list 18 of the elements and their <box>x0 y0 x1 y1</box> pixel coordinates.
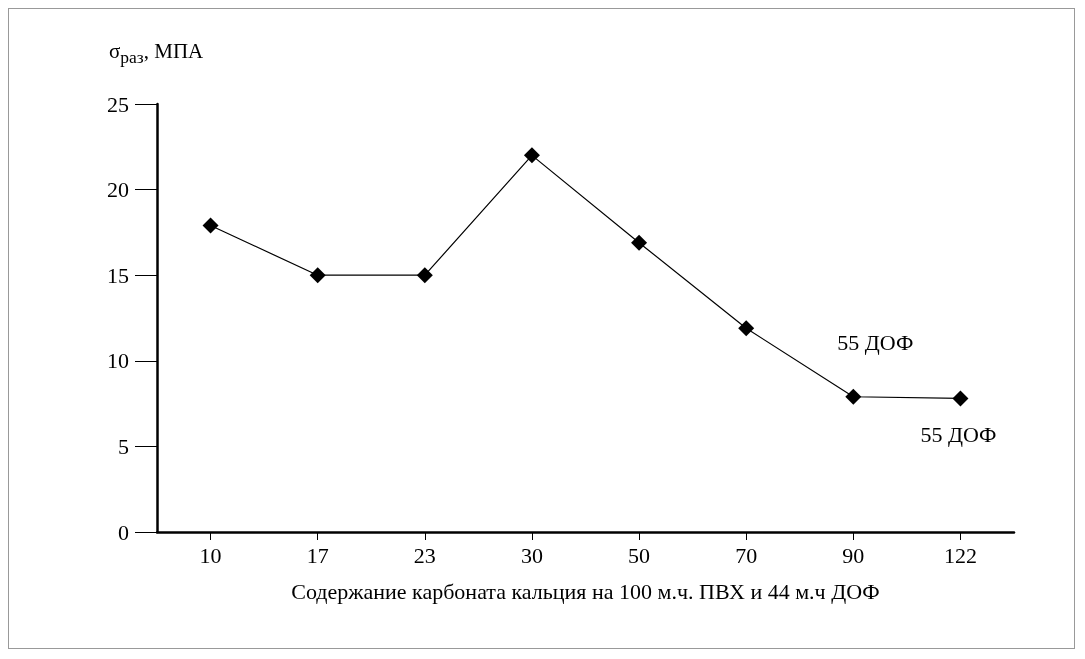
x-tick-label: 90 <box>842 542 865 568</box>
annotation: 55 ДОФ <box>837 330 914 356</box>
y-tick-label: 15 <box>107 262 129 288</box>
x-axis-title: Содержание карбоната кальция на 100 м.ч. ПВХ и 44 м.ч ДОФ <box>291 578 880 604</box>
y-tick-label: 5 <box>118 433 129 459</box>
x-tick-label: 10 <box>199 542 222 568</box>
x-tick-label: 17 <box>306 542 329 568</box>
x-tick-label: 30 <box>520 542 543 568</box>
y-tick-label: 25 <box>107 91 129 117</box>
x-tick-label: 23 <box>413 542 436 568</box>
y-tick-label: 20 <box>107 177 129 203</box>
x-tick-label: 122 <box>943 542 977 568</box>
y-axis-title: σ$_{раз}$, МПА <box>109 39 204 69</box>
annotation: 55 ДОФ <box>920 421 997 447</box>
x-tick-label: 70 <box>735 542 758 568</box>
y-tick-label: 10 <box>107 348 129 374</box>
x-tick-label: 50 <box>628 542 651 568</box>
y-tick-label: 0 <box>118 519 129 545</box>
